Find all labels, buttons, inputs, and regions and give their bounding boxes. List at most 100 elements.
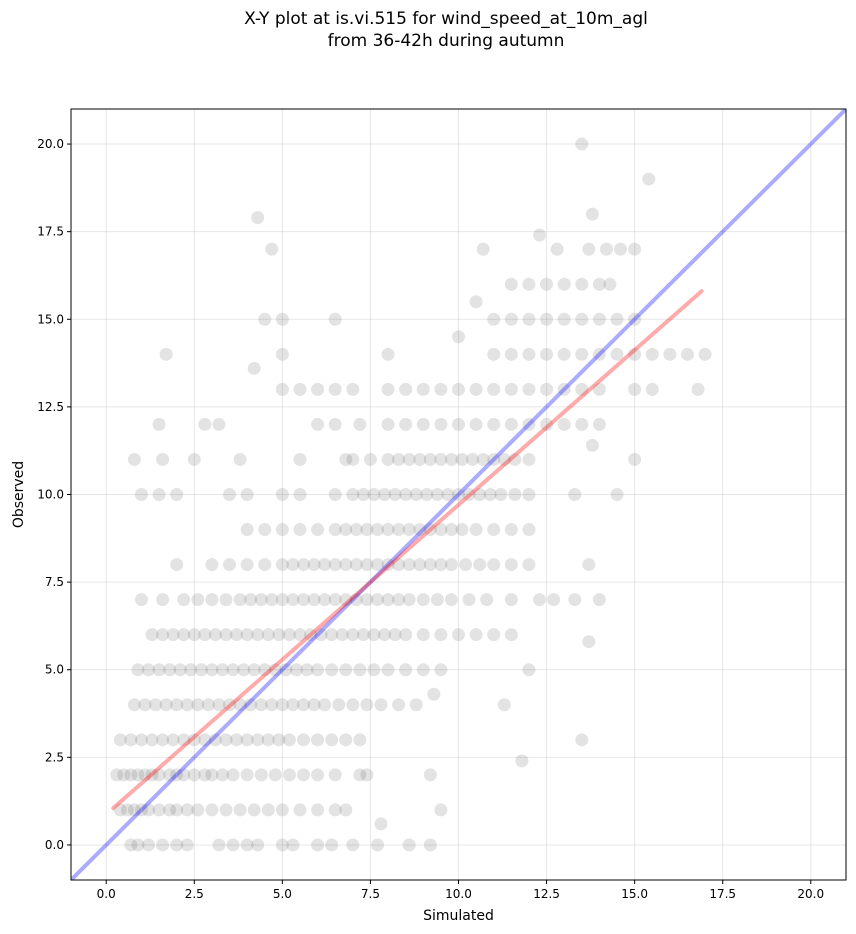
data-point — [191, 698, 205, 712]
x-tick-label: 17.5 — [709, 887, 736, 901]
data-point — [522, 558, 536, 572]
data-point — [205, 803, 219, 817]
data-point — [504, 593, 518, 607]
data-point — [487, 417, 501, 431]
data-point — [282, 768, 296, 782]
data-point — [191, 803, 205, 817]
data-point — [452, 417, 465, 431]
data-point — [680, 347, 694, 361]
data-point — [557, 312, 571, 326]
data-point — [307, 698, 321, 712]
data-point — [328, 803, 342, 817]
data-point — [575, 137, 589, 151]
data-point — [201, 698, 215, 712]
data-point — [476, 452, 490, 466]
data-point — [184, 663, 198, 677]
data-point — [434, 417, 448, 431]
data-point — [469, 417, 483, 431]
data-point — [416, 663, 430, 677]
data-point — [293, 488, 307, 501]
data-point — [585, 438, 599, 452]
data-point — [370, 523, 384, 537]
data-point — [434, 628, 448, 642]
data-point — [522, 488, 536, 501]
data-point — [508, 452, 522, 466]
data-point — [483, 488, 497, 501]
data-point — [399, 663, 413, 677]
data-point — [444, 593, 458, 607]
data-point — [152, 663, 166, 677]
data-point — [247, 663, 261, 677]
data-point — [279, 663, 293, 677]
data-point — [117, 768, 131, 782]
data-point — [275, 558, 289, 572]
data-point — [476, 242, 490, 256]
data-point — [360, 558, 374, 572]
data-point — [374, 817, 388, 831]
data-point — [170, 558, 184, 572]
fit-line — [111, 289, 704, 811]
x-tick-label: 0.0 — [97, 887, 116, 901]
data-point — [311, 417, 325, 431]
data-point — [177, 733, 191, 747]
data-point — [282, 628, 296, 642]
x-tick-label: 10.0 — [445, 887, 472, 901]
data-point — [663, 347, 677, 361]
data-point — [557, 417, 571, 431]
data-point — [307, 593, 321, 607]
data-point — [110, 768, 124, 782]
data-point — [127, 452, 141, 466]
data-point — [212, 698, 226, 712]
data-point — [452, 488, 465, 501]
data-point — [469, 295, 483, 309]
data-point — [575, 277, 589, 291]
data-point — [124, 768, 138, 782]
data-point — [113, 733, 127, 747]
data-point — [540, 417, 554, 431]
x-tick-label: 12.5 — [533, 887, 560, 901]
data-point — [402, 523, 416, 537]
data-point — [275, 488, 289, 501]
data-point — [416, 417, 430, 431]
data-point — [346, 452, 360, 466]
data-point — [233, 698, 247, 712]
data-point — [131, 768, 145, 782]
data-point — [430, 488, 444, 501]
data-point — [215, 663, 229, 677]
data-point — [177, 768, 191, 782]
data-point — [339, 663, 353, 677]
data-point — [230, 733, 244, 747]
data-point — [328, 523, 342, 537]
data-point — [314, 628, 328, 642]
data-point — [522, 312, 536, 326]
reference-lines — [71, 109, 846, 880]
chart-title-line-1: X-Y plot at is.vi.515 for wind_speed_at_… — [244, 9, 648, 29]
data-point — [212, 838, 226, 852]
data-point — [297, 733, 310, 747]
data-point — [254, 698, 268, 712]
data-point — [399, 628, 413, 642]
data-point — [163, 803, 177, 817]
data-point — [374, 698, 388, 712]
data-point — [311, 838, 325, 852]
data-point — [240, 523, 254, 537]
data-point — [487, 558, 501, 572]
data-point — [378, 488, 392, 501]
data-point — [258, 523, 272, 537]
data-point — [402, 558, 416, 572]
data-point — [459, 558, 473, 572]
data-point — [177, 593, 191, 607]
data-point — [194, 663, 208, 677]
data-point — [240, 558, 254, 572]
data-point — [275, 838, 289, 852]
data-point — [328, 382, 342, 396]
data-point — [610, 312, 624, 326]
y-tick-label: 5.0 — [45, 663, 64, 677]
x-tick-label: 5.0 — [273, 887, 292, 901]
data-point — [163, 663, 177, 677]
data-point — [311, 663, 325, 677]
data-point — [166, 733, 180, 747]
data-point — [149, 698, 163, 712]
y-tick-label: 2.5 — [45, 750, 64, 764]
data-point — [159, 347, 173, 361]
